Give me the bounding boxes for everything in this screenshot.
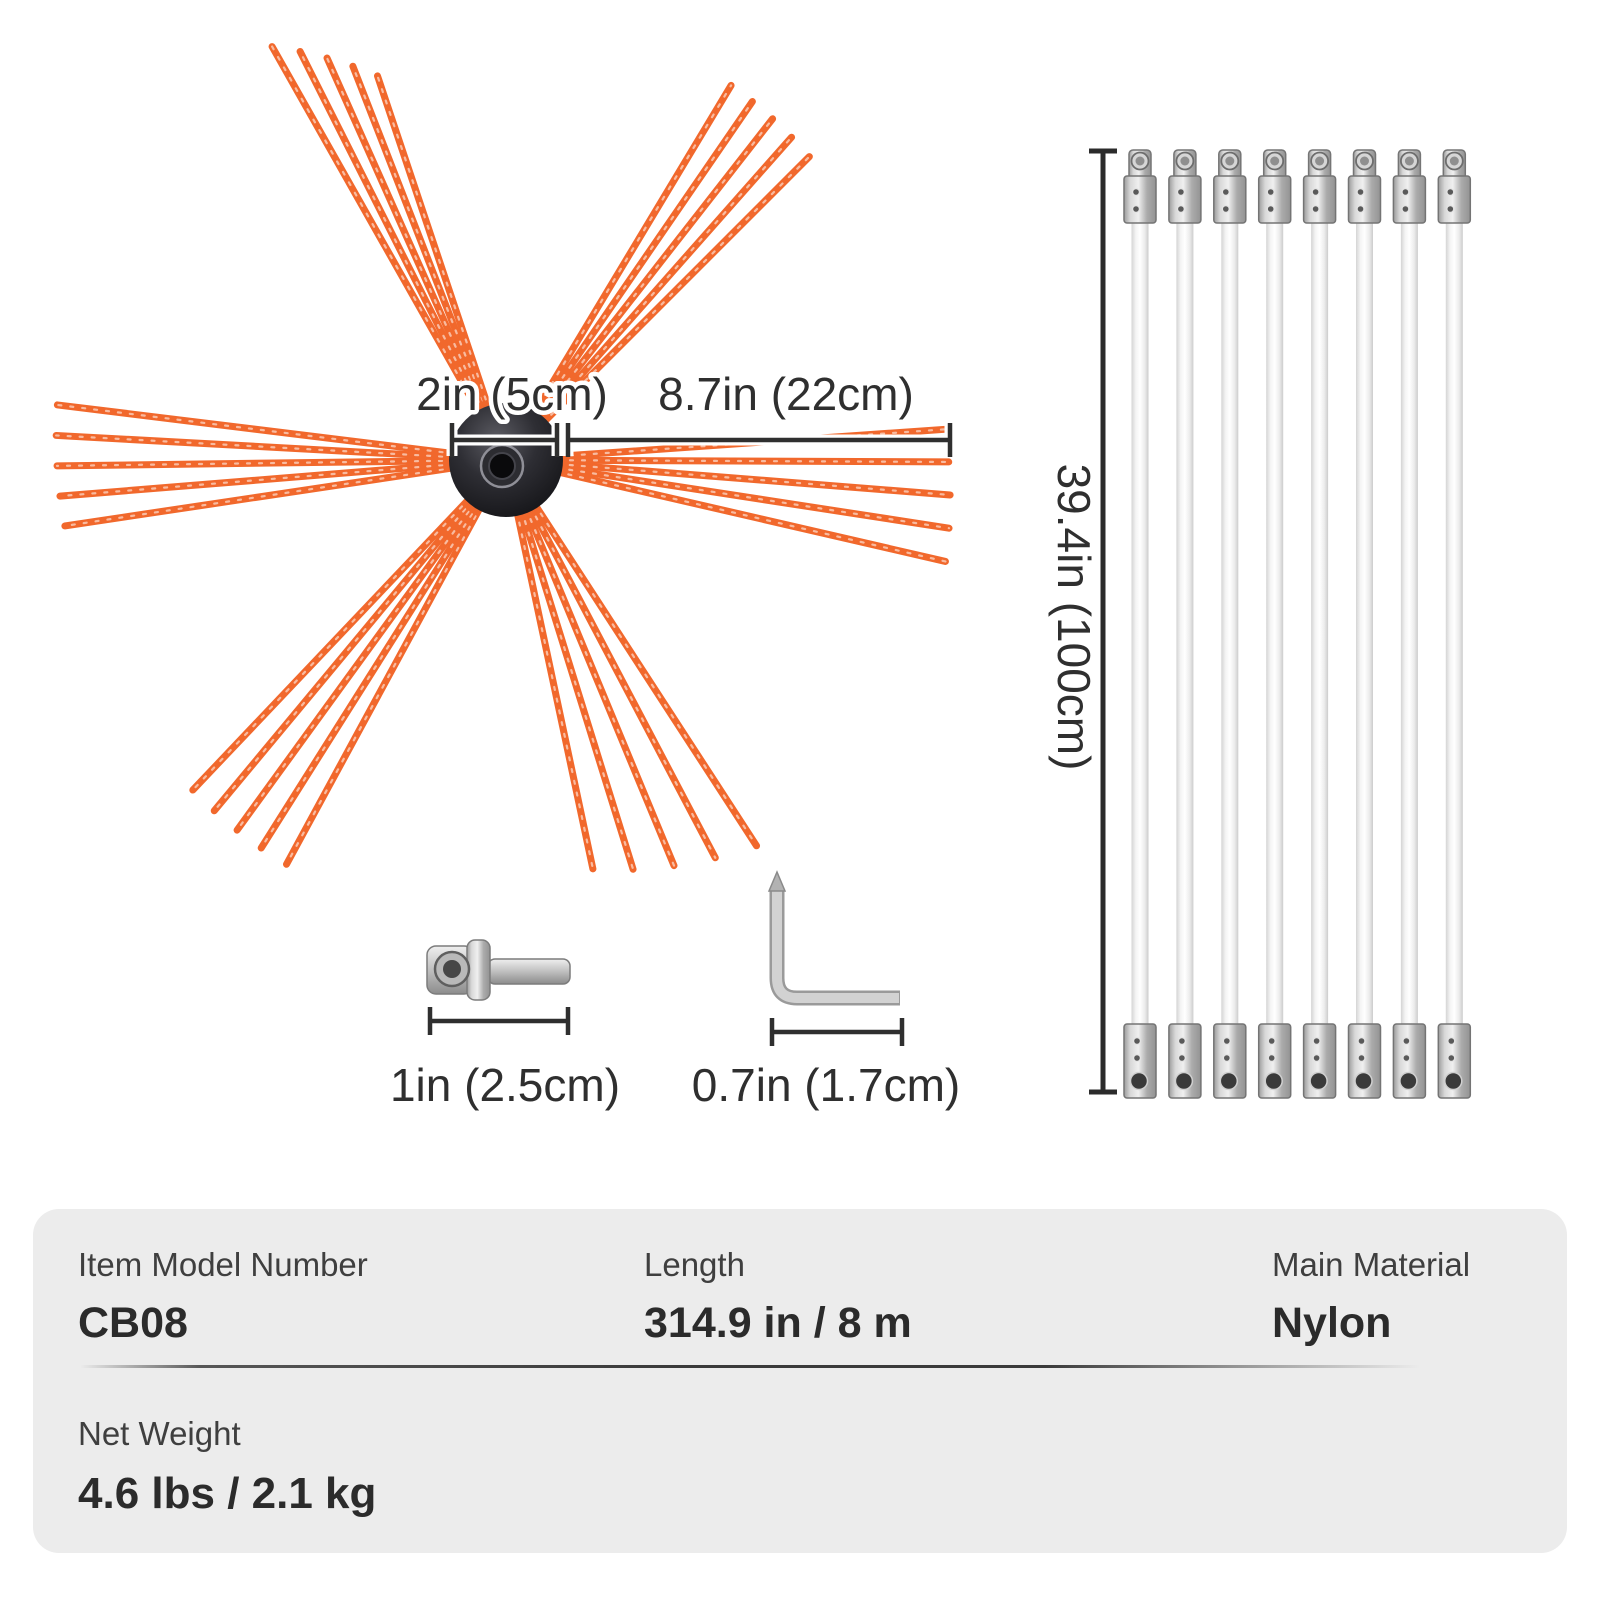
bristle-twist-highlight xyxy=(531,84,733,417)
product-diagram: 2in (5cm) 8.7in (22cm) 39.4in (100cm) xyxy=(52,43,1472,1111)
spec-item-model: Item Model Number CB08 xyxy=(78,1245,368,1349)
hexkey-dimension: 0.7in (1.7cm) xyxy=(692,1018,960,1111)
bristle-twist-highlight xyxy=(520,508,635,871)
bristle-twist-highlight xyxy=(213,498,474,812)
spec-value: CB08 xyxy=(78,1299,188,1347)
bristle-twist-highlight xyxy=(235,500,477,832)
bristle-strand xyxy=(523,153,813,443)
drill-adapter xyxy=(426,939,571,1001)
rod-dimension: 39.4in (100cm) xyxy=(1048,148,1117,1095)
bristle-twist-highlight xyxy=(536,117,774,421)
bristle-twist-highlight xyxy=(351,65,489,413)
hex-key xyxy=(767,870,900,1006)
extension-rod xyxy=(1212,149,1247,1099)
bristle-twist-highlight xyxy=(541,155,811,425)
bristle-strand xyxy=(61,460,480,530)
hexkey-dim-label: 0.7in (1.7cm) xyxy=(692,1059,960,1111)
bristle-strand xyxy=(532,456,953,466)
bristle-strand xyxy=(349,62,499,436)
spec-net-weight: Net Weight 4.6 lbs / 2.1 kg xyxy=(78,1414,376,1520)
spec-divider xyxy=(80,1365,1420,1368)
extension-rod xyxy=(1302,149,1337,1099)
spec-value: Nylon xyxy=(1272,1299,1392,1347)
adapter-dim-label: 1in (2.5cm) xyxy=(390,1059,620,1111)
bristle-twist-highlight xyxy=(539,136,793,423)
spec-value: 4.6 lbs / 2.1 kg xyxy=(78,1469,377,1518)
bristle-twist-highlight xyxy=(285,504,483,866)
hub-dimension: 2in (5cm) xyxy=(412,364,612,457)
bristle-twist-highlight xyxy=(298,50,484,415)
spec-label: Item Model Number xyxy=(78,1246,368,1283)
bristle-twist-highlight xyxy=(533,502,758,847)
extension-rod xyxy=(1437,149,1472,1099)
bristle-twist-highlight xyxy=(270,45,482,416)
extension-rod xyxy=(1123,149,1157,1099)
extension-rod xyxy=(1392,149,1427,1099)
spec-label: Main Material xyxy=(1272,1246,1471,1283)
rod-length-label: 39.4in (100cm) xyxy=(1048,464,1100,771)
spec-length: Length 314.9 in / 8 m xyxy=(644,1245,912,1349)
bristle-twist-highlight xyxy=(556,462,952,497)
spec-value: 314.9 in / 8 m xyxy=(644,1299,912,1347)
bristle-strand xyxy=(532,461,953,532)
extension-rod xyxy=(1347,149,1382,1099)
adapter-dimension: 1in (2.5cm) xyxy=(390,1007,620,1111)
bristle-twist-highlight xyxy=(556,459,950,464)
bristle-twist-highlight xyxy=(191,496,472,792)
bristle-twist-highlight xyxy=(515,509,595,870)
spec-label: Net Weight xyxy=(78,1415,241,1452)
extension-rod xyxy=(1257,149,1292,1099)
hub-dim-label: 2in (5cm) xyxy=(416,368,608,420)
bristle-dim-label: 8.7in (22cm) xyxy=(658,368,914,420)
bristle-twist-highlight xyxy=(260,502,480,850)
bristle-twist-highlight xyxy=(325,56,486,414)
extension-rods xyxy=(1123,149,1472,1099)
extension-rod xyxy=(1168,149,1202,1099)
bristle-dimension: 8.7in (22cm) xyxy=(562,364,956,457)
bristle-strand xyxy=(511,485,637,873)
bristle-twist-highlight xyxy=(534,100,754,419)
brush-bristles xyxy=(52,43,954,873)
spec-label: Length xyxy=(644,1246,745,1283)
spec-panel: Item Model Number CB08 Length 314.9 in /… xyxy=(33,1209,1567,1553)
spec-material: Main Material Nylon xyxy=(1272,1245,1470,1349)
brush-hub xyxy=(449,403,563,517)
bristle-twist-highlight xyxy=(524,506,676,867)
